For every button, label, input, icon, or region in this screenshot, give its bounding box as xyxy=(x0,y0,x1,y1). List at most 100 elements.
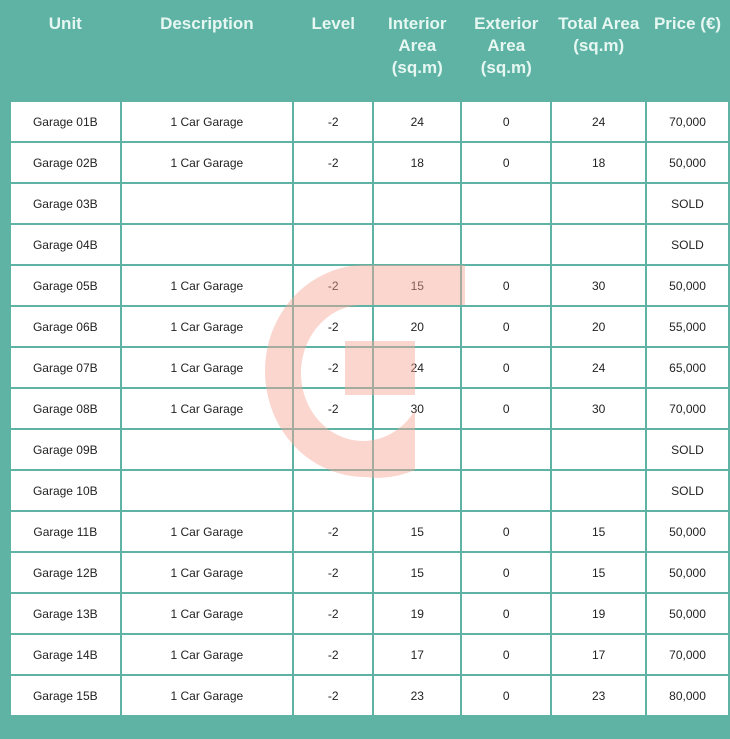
cell-level xyxy=(294,430,373,469)
cell-total-area xyxy=(552,471,646,510)
table-row: Garage 06B 1 Car Garage -2 20 0 20 55,000 xyxy=(11,307,728,346)
cell-interior-area xyxy=(374,430,461,469)
header-total-area: Total Area (sq.m) xyxy=(558,14,640,55)
cell-total-area: 17 xyxy=(552,635,646,674)
cell-level: -2 xyxy=(294,676,373,715)
cell-interior-area: 24 xyxy=(374,348,461,387)
cell-unit: Garage 08B xyxy=(11,389,120,428)
cell-level: -2 xyxy=(294,143,373,182)
cell-exterior-area: 0 xyxy=(462,553,551,592)
units-table: Unit Description Level Interior Area (sq.m)… xyxy=(9,0,730,717)
cell-description: 1 Car Garage xyxy=(121,389,293,428)
table-row: Garage 04B SOLD xyxy=(11,225,728,264)
cell-level: -2 xyxy=(294,307,373,346)
table-row: Garage 15B 1 Car Garage -2 23 0 23 80,000 xyxy=(11,676,728,715)
cell-interior-area: 30 xyxy=(374,389,461,428)
header-row: Unit Description Level Interior Area (sq.m)… xyxy=(11,2,728,100)
cell-price: 50,000 xyxy=(647,143,728,182)
header-level: Level xyxy=(311,14,355,33)
cell-interior-area xyxy=(374,225,461,264)
cell-unit: Garage 02B xyxy=(11,143,120,182)
cell-interior-area: 15 xyxy=(374,512,461,551)
cell-total-area: 15 xyxy=(552,553,646,592)
cell-description: 1 Car Garage xyxy=(121,553,293,592)
cell-description: 1 Car Garage xyxy=(121,594,293,633)
table-row: Garage 08B 1 Car Garage -2 30 0 30 70,000 xyxy=(11,389,728,428)
cell-interior-area xyxy=(374,184,461,223)
cell-description xyxy=(121,471,293,510)
cell-total-area: 30 xyxy=(552,266,646,305)
cell-price: 50,000 xyxy=(647,553,728,592)
table-row: Garage 11B 1 Car Garage -2 15 0 15 50,000 xyxy=(11,512,728,551)
cell-total-area: 15 xyxy=(552,512,646,551)
cell-description: 1 Car Garage xyxy=(121,512,293,551)
cell-description xyxy=(121,430,293,469)
table-row: Garage 13B 1 Car Garage -2 19 0 19 50,000 xyxy=(11,594,728,633)
cell-level xyxy=(294,184,373,223)
cell-description: 1 Car Garage xyxy=(121,348,293,387)
cell-price: 50,000 xyxy=(647,266,728,305)
cell-unit: Garage 15B xyxy=(11,676,120,715)
cell-price: 55,000 xyxy=(647,307,728,346)
cell-total-area: 18 xyxy=(552,143,646,182)
cell-price: 70,000 xyxy=(647,102,728,141)
cell-level: -2 xyxy=(294,389,373,428)
table-row: Garage 01B 1 Car Garage -2 24 0 24 70,000 xyxy=(11,102,728,141)
cell-unit: Garage 10B xyxy=(11,471,120,510)
cell-total-area: 20 xyxy=(552,307,646,346)
header-exterior-area: Exterior Area (sq.m) xyxy=(474,14,539,77)
cell-price: SOLD xyxy=(647,184,728,223)
cell-interior-area: 19 xyxy=(374,594,461,633)
cell-unit: Garage 14B xyxy=(11,635,120,674)
cell-unit: Garage 05B xyxy=(11,266,120,305)
cell-level: -2 xyxy=(294,553,373,592)
cell-price: SOLD xyxy=(647,471,728,510)
cell-unit: Garage 07B xyxy=(11,348,120,387)
table-row: Garage 10B SOLD xyxy=(11,471,728,510)
cell-exterior-area: 0 xyxy=(462,102,551,141)
cell-interior-area: 15 xyxy=(374,266,461,305)
cell-price: 70,000 xyxy=(647,389,728,428)
cell-interior-area: 20 xyxy=(374,307,461,346)
header-interior-area: Interior Area (sq.m) xyxy=(387,14,447,77)
cell-unit: Garage 06B xyxy=(11,307,120,346)
cell-exterior-area: 0 xyxy=(462,266,551,305)
cell-description: 1 Car Garage xyxy=(121,676,293,715)
table-row: Garage 05B 1 Car Garage -2 15 0 30 50,000 xyxy=(11,266,728,305)
cell-description: 1 Car Garage xyxy=(121,635,293,674)
cell-price: SOLD xyxy=(647,430,728,469)
cell-exterior-area: 0 xyxy=(462,143,551,182)
cell-level xyxy=(294,471,373,510)
cell-unit: Garage 11B xyxy=(11,512,120,551)
cell-description xyxy=(121,225,293,264)
header-unit: Unit xyxy=(48,14,82,33)
table-row: Garage 12B 1 Car Garage -2 15 0 15 50,000 xyxy=(11,553,728,592)
cell-exterior-area: 0 xyxy=(462,512,551,551)
cell-description: 1 Car Garage xyxy=(121,102,293,141)
cell-total-area xyxy=(552,225,646,264)
cell-total-area: 24 xyxy=(552,348,646,387)
table-row: Garage 09B SOLD xyxy=(11,430,728,469)
cell-description: 1 Car Garage xyxy=(121,266,293,305)
cell-total-area: 23 xyxy=(552,676,646,715)
cell-interior-area xyxy=(374,471,461,510)
cell-interior-area: 17 xyxy=(374,635,461,674)
cell-exterior-area: 0 xyxy=(462,676,551,715)
cell-unit: Garage 12B xyxy=(11,553,120,592)
cell-description: 1 Car Garage xyxy=(121,307,293,346)
cell-price: 70,000 xyxy=(647,635,728,674)
cell-price: 65,000 xyxy=(647,348,728,387)
cell-unit: Garage 09B xyxy=(11,430,120,469)
cell-exterior-area xyxy=(462,471,551,510)
table-row: Garage 14B 1 Car Garage -2 17 0 17 70,000 xyxy=(11,635,728,674)
cell-unit: Garage 03B xyxy=(11,184,120,223)
cell-price: 50,000 xyxy=(647,512,728,551)
cell-unit: Garage 04B xyxy=(11,225,120,264)
cell-total-area: 19 xyxy=(552,594,646,633)
cell-description xyxy=(121,184,293,223)
cell-level xyxy=(294,225,373,264)
cell-level: -2 xyxy=(294,594,373,633)
cell-level: -2 xyxy=(294,512,373,551)
cell-level: -2 xyxy=(294,635,373,674)
cell-level: -2 xyxy=(294,102,373,141)
